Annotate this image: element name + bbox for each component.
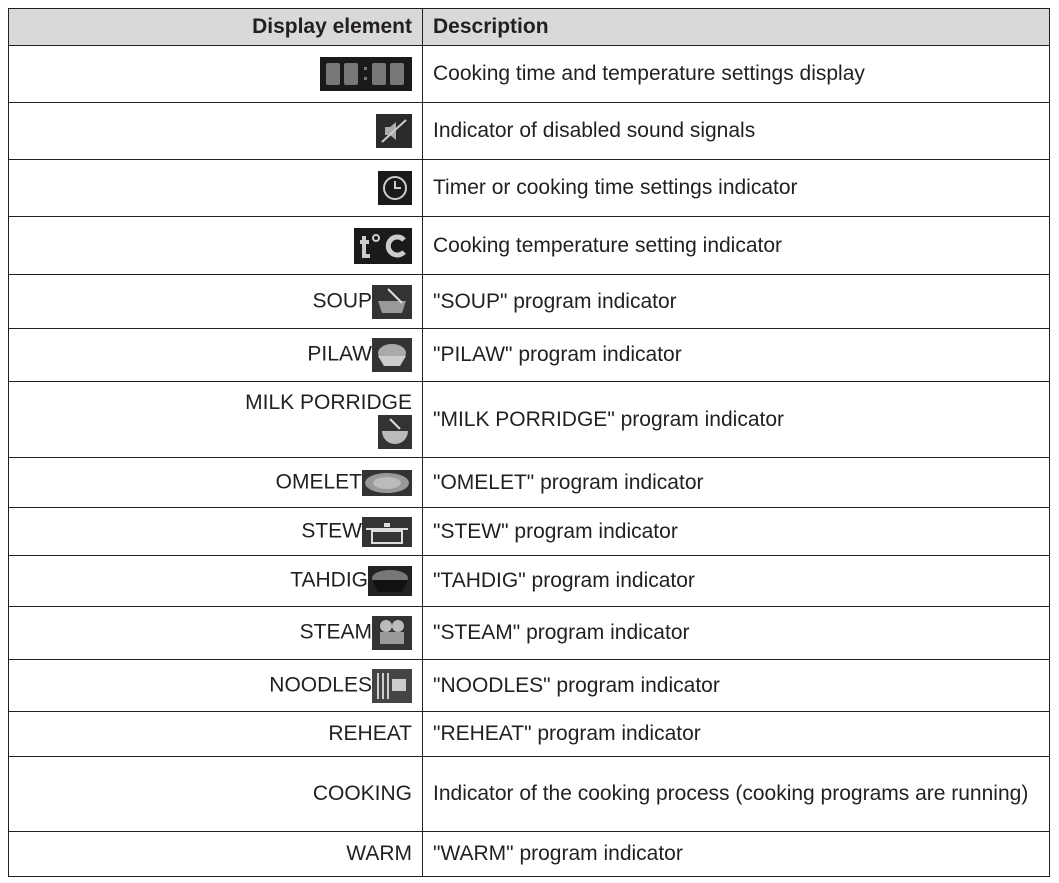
description-cell: "WARM" program indicator bbox=[422, 831, 1050, 877]
row: Timer or cooking time settings indicator bbox=[8, 159, 1050, 217]
element-label: SOUP bbox=[312, 289, 372, 313]
row: Cooking time and temperature settings di… bbox=[8, 45, 1050, 103]
element-label: OMELET bbox=[275, 470, 362, 494]
icon bbox=[372, 284, 412, 319]
description-cell: "MILK PORRIDGE" program indicator bbox=[422, 381, 1050, 458]
row: WARM "WARM" program indicator bbox=[8, 831, 1050, 877]
icon bbox=[368, 566, 412, 596]
icon bbox=[354, 227, 412, 264]
description-cell: Indicator of disabled sound signals bbox=[422, 102, 1050, 160]
element-cell: COOKING bbox=[8, 756, 423, 832]
element-cell bbox=[8, 102, 423, 160]
element-cell bbox=[8, 45, 423, 103]
element-cell: PILAW bbox=[8, 328, 423, 382]
element-label: STEAM bbox=[299, 620, 372, 644]
element-cell: OMELET bbox=[8, 457, 423, 508]
description-cell: Cooking temperature setting indicator bbox=[422, 216, 1050, 275]
display-table: Display element Description Cooking time… bbox=[8, 8, 1050, 877]
row: REHEAT "REHEAT" program indicator bbox=[8, 711, 1050, 757]
description-cell: "NOODLES" program indicator bbox=[422, 659, 1050, 712]
row: PILAW "PILAW" program indicator bbox=[8, 328, 1050, 382]
row: Indicator of disabled sound signals bbox=[8, 102, 1050, 160]
row: NOODLES "NOODLES" program indicator bbox=[8, 659, 1050, 712]
row: TAHDIG "TAHDIG" program indicator bbox=[8, 555, 1050, 607]
element-cell: MILK PORRIDGE bbox=[8, 381, 423, 458]
icon bbox=[362, 516, 412, 547]
element-cell: TAHDIG bbox=[8, 555, 423, 607]
row: STEAM "STEAM" program indicator bbox=[8, 606, 1050, 660]
element-cell: SOUP bbox=[8, 274, 423, 329]
description-cell: Indicator of the cooking process (cookin… bbox=[422, 756, 1050, 832]
description-cell: "OMELET" program indicator bbox=[422, 457, 1050, 508]
description-cell: "STEAM" program indicator bbox=[422, 606, 1050, 660]
element-cell bbox=[8, 216, 423, 275]
icon bbox=[362, 469, 412, 496]
element-label: MILK PORRIDGE bbox=[245, 390, 412, 414]
description-cell: "TAHDIG" program indicator bbox=[422, 555, 1050, 607]
element-cell: STEAM bbox=[8, 606, 423, 660]
element-cell bbox=[8, 159, 423, 217]
description-cell: "PILAW" program indicator bbox=[422, 328, 1050, 382]
header-cell: Description bbox=[422, 8, 1050, 46]
header-cell: Display element bbox=[8, 8, 423, 46]
icon bbox=[372, 338, 412, 372]
icon bbox=[378, 171, 412, 205]
element-label: STEW bbox=[301, 519, 362, 543]
description-cell: "REHEAT" program indicator bbox=[422, 711, 1050, 757]
row: OMELET "OMELET" program indicator bbox=[8, 457, 1050, 508]
icon bbox=[320, 57, 412, 91]
element-cell: STEW bbox=[8, 507, 423, 556]
row: COOKING Indicator of the cooking process… bbox=[8, 756, 1050, 832]
description-cell: "STEW" program indicator bbox=[422, 507, 1050, 556]
description-cell: "SOUP" program indicator bbox=[422, 274, 1050, 329]
element-cell: REHEAT bbox=[8, 711, 423, 757]
row: SOUP "SOUP" program indicator bbox=[8, 274, 1050, 329]
description-cell: Cooking time and temperature settings di… bbox=[422, 45, 1050, 103]
row: STEW "STEW" program indicator bbox=[8, 507, 1050, 556]
header-row: Display element Description bbox=[8, 8, 1050, 46]
icon bbox=[372, 668, 412, 703]
element-cell: WARM bbox=[8, 831, 423, 877]
row: MILK PORRIDGE "MILK PORRIDGE" program in… bbox=[8, 381, 1050, 458]
element-label: NOODLES bbox=[269, 673, 372, 697]
element-label: TAHDIG bbox=[290, 568, 368, 592]
icon bbox=[378, 414, 412, 449]
description-cell: Timer or cooking time settings indicator bbox=[422, 159, 1050, 217]
icon bbox=[372, 616, 412, 650]
element-label: PILAW bbox=[307, 342, 372, 366]
row: Cooking temperature setting indicator bbox=[8, 216, 1050, 275]
element-cell: NOODLES bbox=[8, 659, 423, 712]
icon bbox=[376, 114, 412, 148]
